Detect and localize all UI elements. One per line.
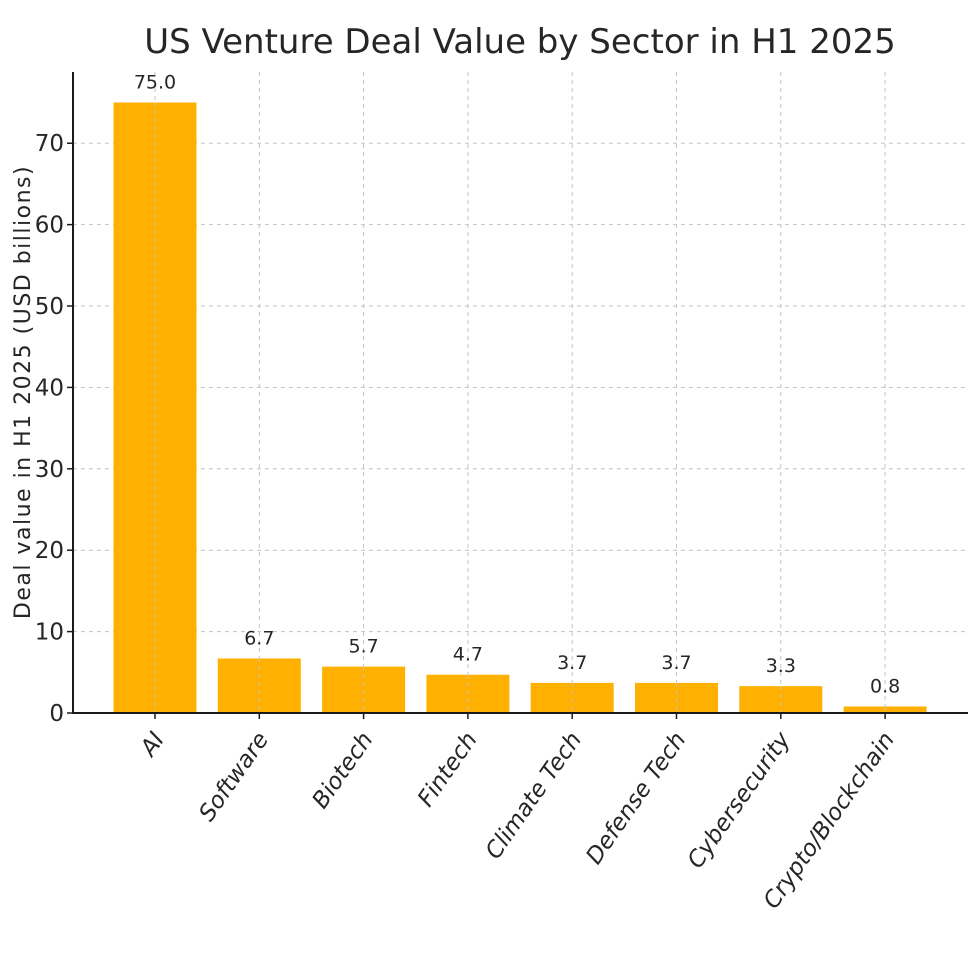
x-tick-label: AI xyxy=(135,727,170,762)
bar xyxy=(322,666,406,713)
data-label: 5.7 xyxy=(348,636,378,658)
y-tick-label: 0 xyxy=(49,701,64,727)
data-label: 3.3 xyxy=(766,655,796,677)
y-tick-label: 30 xyxy=(35,457,64,483)
grid-lines xyxy=(73,72,968,714)
x-tick-label: Defense Tech xyxy=(581,728,691,870)
y-tick-label: 50 xyxy=(35,294,64,320)
y-tick-label: 10 xyxy=(35,620,64,646)
y-tick-label: 40 xyxy=(35,375,64,401)
data-label: 75.0 xyxy=(134,72,176,94)
y-tick-label: 20 xyxy=(35,538,64,564)
data-label: 0.8 xyxy=(870,675,900,697)
x-tick-label: Biotech xyxy=(308,728,379,814)
bar xyxy=(739,686,823,713)
axes xyxy=(67,72,968,719)
x-tick-label: Software xyxy=(194,728,274,827)
chart-title: US Venture Deal Value by Sector in H1 20… xyxy=(144,22,896,62)
data-label: 3.7 xyxy=(557,652,587,674)
x-tick-label: Cybersecurity xyxy=(683,727,796,873)
y-tick-label: 70 xyxy=(35,131,64,157)
y-axis-label: Deal value in H1 2025 (USD billions) xyxy=(11,165,36,619)
x-tick-label: Fintech xyxy=(413,728,483,812)
y-tick-label: 60 xyxy=(35,213,64,239)
bars xyxy=(113,102,927,714)
data-label: 6.7 xyxy=(244,627,274,649)
data-labels: 75.0 6.7 5.7 4.7 3.7 3.7 3.3 0.8 xyxy=(134,72,900,698)
data-label: 3.7 xyxy=(661,652,691,674)
data-label: 4.7 xyxy=(453,644,483,666)
x-tick-label: Climate Tech xyxy=(481,728,587,864)
